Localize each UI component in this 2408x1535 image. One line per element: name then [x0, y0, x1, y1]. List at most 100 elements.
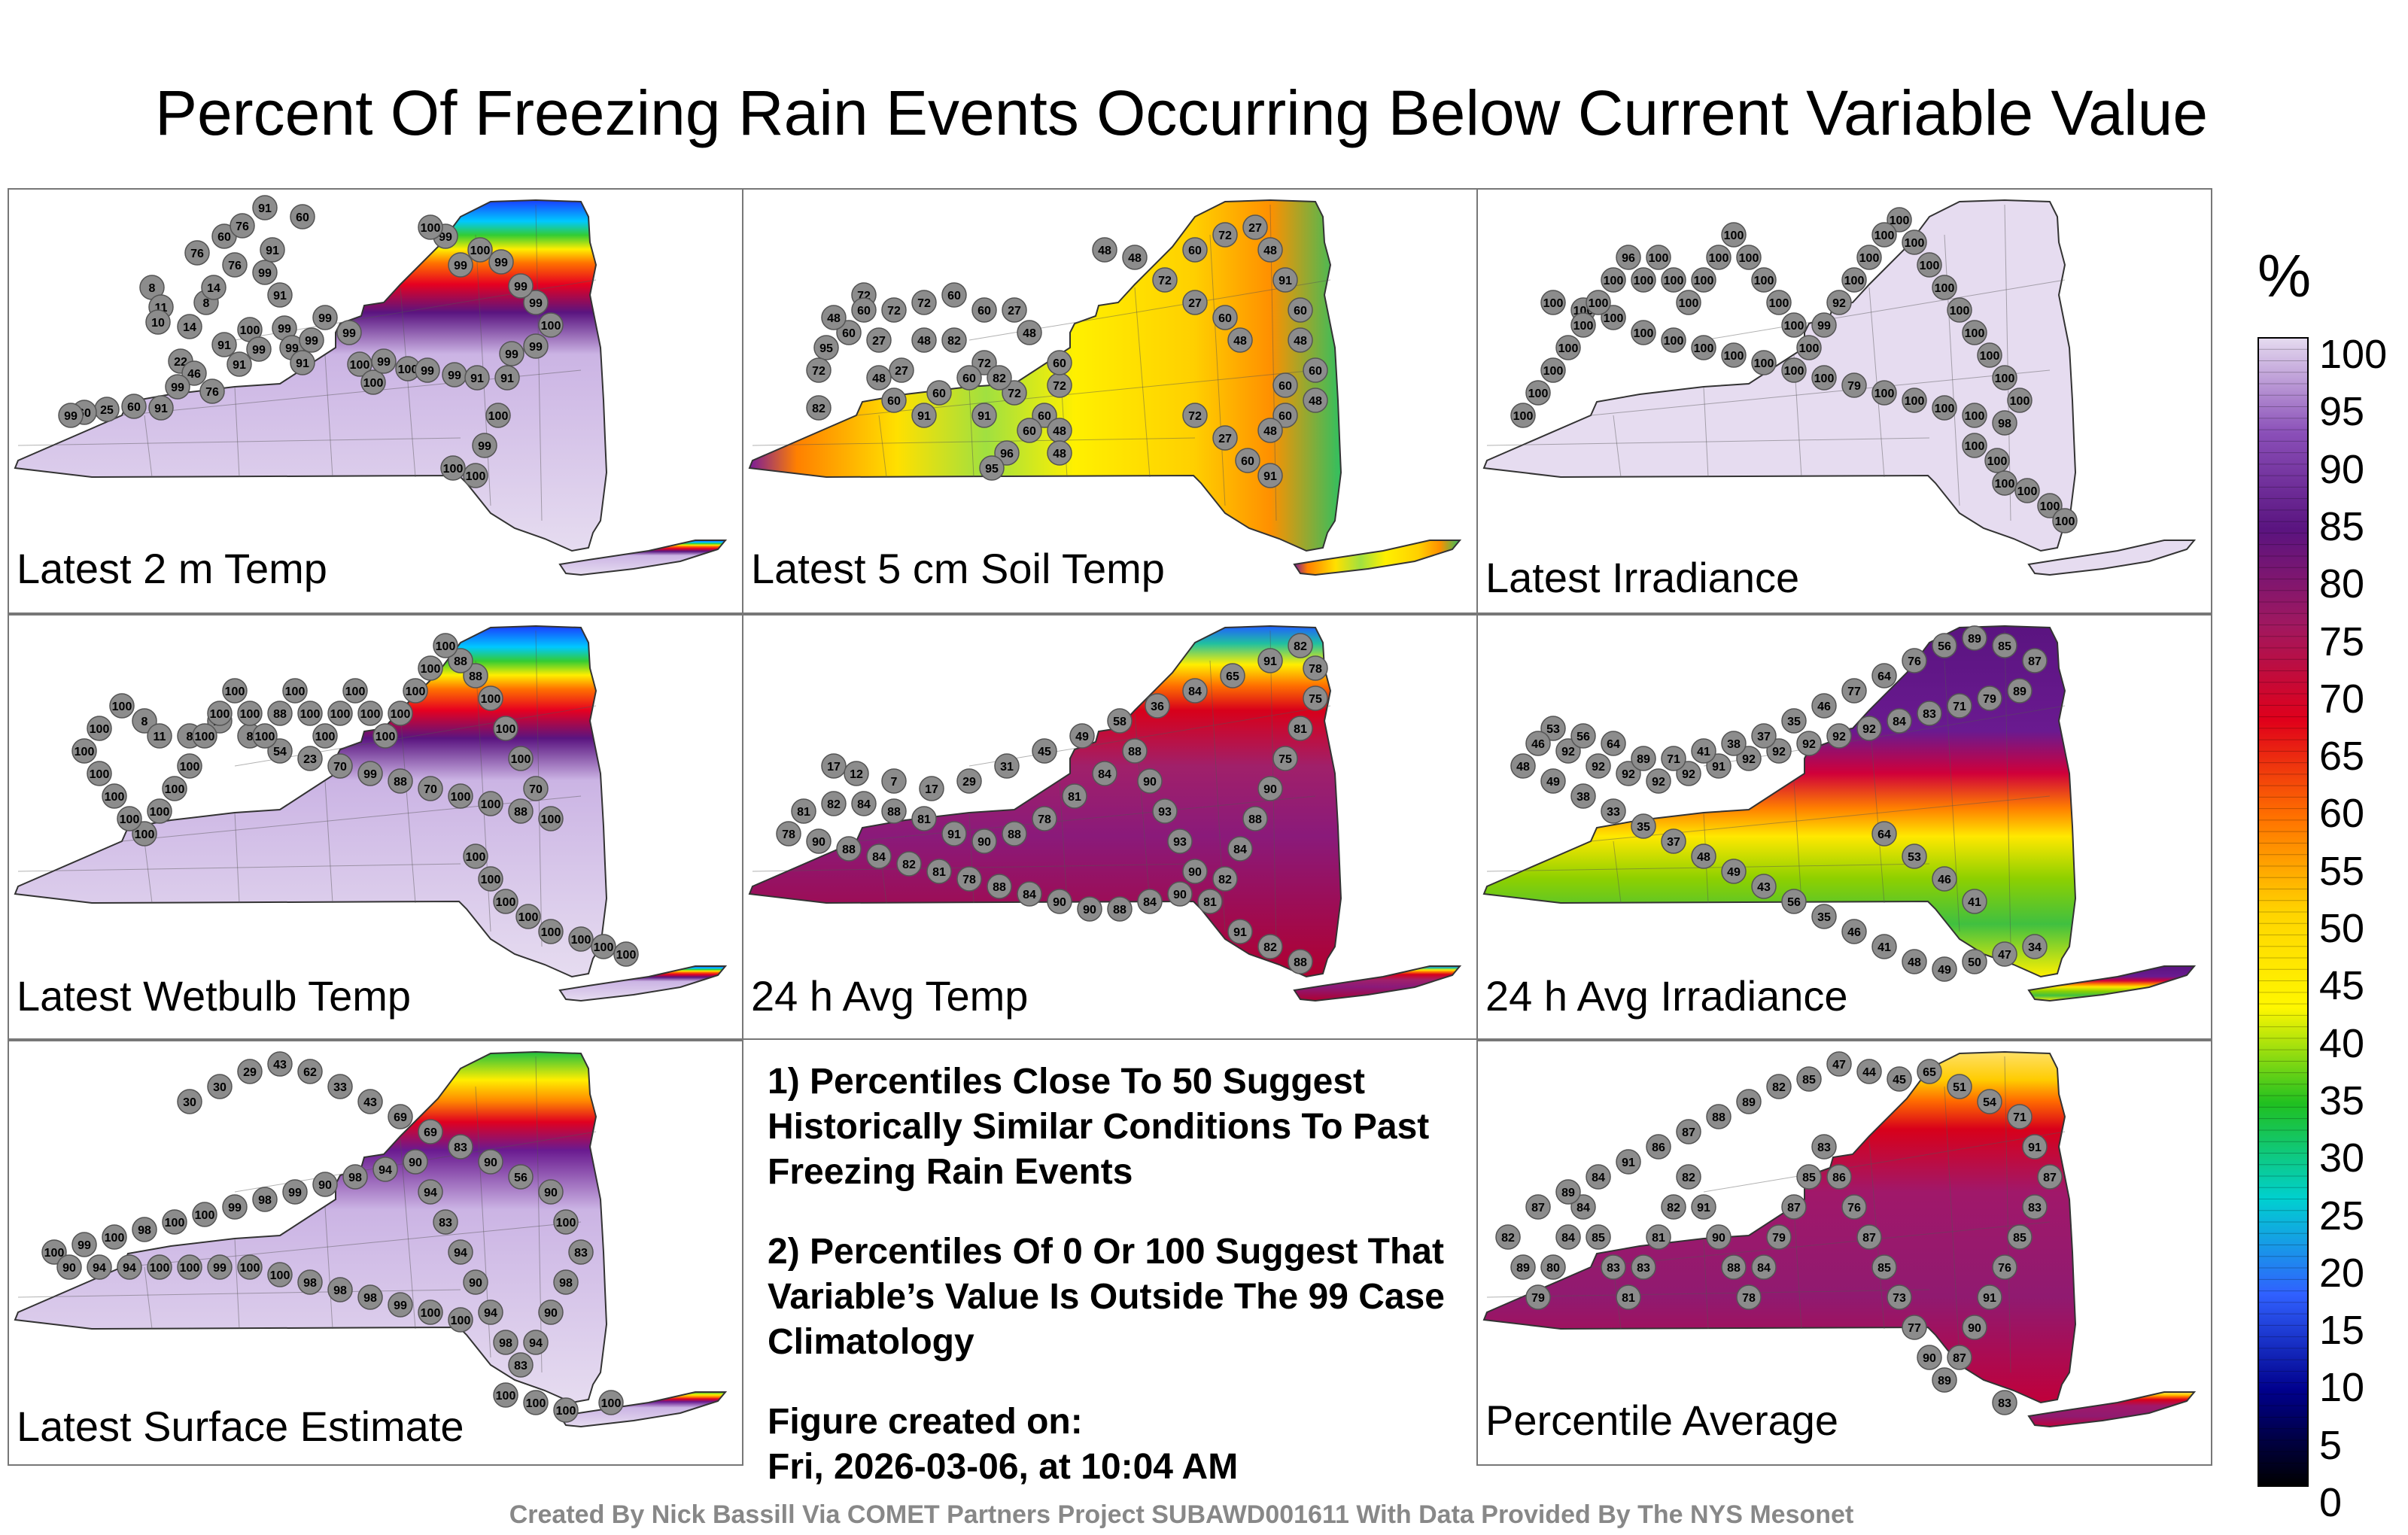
station-value: 25	[100, 404, 114, 417]
station-value: 73	[1893, 1292, 1906, 1305]
station-marker: 100	[1751, 350, 1777, 375]
station-value: 76	[190, 248, 204, 260]
station-value: 100	[363, 377, 384, 390]
station-marker: 90	[1182, 859, 1208, 884]
station-value: 100	[1905, 395, 1925, 408]
station-dot	[523, 1330, 549, 1355]
station-value: 100	[240, 708, 260, 721]
station-value: 89	[1938, 1375, 1951, 1388]
station-dot	[1601, 798, 1626, 824]
station-value: 100	[451, 1315, 471, 1327]
station-value: 89	[1637, 753, 1650, 766]
station-dot	[1962, 320, 1987, 345]
station-value: 72	[1158, 275, 1172, 287]
station-dot	[1062, 783, 1087, 809]
station-dot	[494, 365, 520, 391]
station-value: 46	[1938, 874, 1951, 886]
station-value: 56	[1787, 896, 1801, 909]
station-dot	[132, 1217, 157, 1242]
station-marker: 27	[1002, 297, 1027, 323]
station-value: 22	[174, 356, 187, 369]
station-value: 35	[1637, 821, 1650, 834]
station-dot	[493, 716, 518, 741]
station-value: 100	[165, 783, 185, 796]
station-value: 60	[1053, 357, 1066, 370]
station-dot	[192, 723, 217, 749]
station-value: 72	[1008, 388, 1021, 400]
station-dot	[1555, 335, 1581, 360]
station-dot	[336, 320, 362, 345]
station-marker: 82	[896, 851, 922, 877]
station-dot	[297, 1059, 323, 1084]
station-value: 82	[993, 372, 1006, 385]
county-boundary	[144, 1266, 153, 1330]
station-marker: 83	[448, 1134, 473, 1160]
station-value: 100	[1935, 282, 1955, 295]
station-marker: 88	[267, 701, 293, 726]
station-dot	[1570, 312, 1596, 338]
station-dot	[1962, 889, 1987, 914]
station-value: 90	[1188, 866, 1202, 879]
station-value: 86	[1652, 1141, 1665, 1154]
station-value: 100	[594, 941, 614, 954]
panel-label: Latest 5 cm Soil Temp	[751, 545, 1165, 592]
station-dot	[911, 403, 937, 428]
station-marker: 100	[1706, 245, 1732, 270]
station-value: 87	[1787, 1202, 1801, 1214]
station-value: 91	[233, 359, 246, 372]
station-value: 90	[1968, 1322, 1981, 1335]
station-dot	[987, 365, 1012, 391]
station-dot	[299, 327, 324, 353]
station-marker: 100	[568, 926, 594, 952]
station-marker: 100	[177, 753, 202, 779]
colorbar-tick-label: 10	[2319, 1365, 2365, 1411]
station-marker: 88	[1242, 806, 1268, 831]
station-dot	[1977, 685, 2002, 711]
station-value: 100	[165, 1217, 185, 1230]
station-marker: 91	[1227, 919, 1253, 944]
station-marker: 72	[971, 350, 997, 375]
station-value: 92	[1561, 746, 1575, 758]
county-boundary	[1703, 279, 2066, 341]
station-dot	[2037, 493, 2063, 518]
station-value: 48	[1023, 327, 1036, 340]
county-boundary	[1209, 234, 1226, 506]
station-value: 56	[1938, 640, 1951, 653]
station-value: 98	[363, 1292, 377, 1305]
station-dot	[1092, 237, 1117, 263]
station-value: 100	[541, 320, 561, 333]
station-dot	[1902, 229, 1927, 255]
station-dot	[1826, 1164, 1852, 1190]
station-value: 65	[1923, 1066, 1936, 1079]
station-marker: 81	[1646, 1224, 1671, 1250]
station-value: 89	[1516, 1262, 1530, 1275]
station-dot	[1766, 1074, 1792, 1099]
station-dot	[866, 327, 892, 353]
station-value: 37	[1757, 731, 1771, 743]
station-dot	[1288, 716, 1313, 741]
station-dot	[1691, 843, 1716, 869]
station-dot	[148, 395, 174, 421]
station-dot	[1751, 350, 1777, 375]
station-dot	[1706, 245, 1732, 270]
station-value: 100	[105, 1232, 125, 1245]
station-marker: 81	[1197, 889, 1223, 914]
station-value: 84	[1592, 1172, 1605, 1184]
station-marker: 38	[1721, 731, 1747, 756]
station-dot	[448, 648, 473, 673]
station-dot	[1917, 1059, 1942, 1084]
station-dot	[177, 1254, 202, 1280]
station-value: 100	[421, 1307, 441, 1320]
station-marker: 83	[1631, 1254, 1656, 1280]
colorbar-tick-label: 90	[2319, 446, 2365, 492]
station-value: 92	[1832, 731, 1846, 743]
station-value: 93	[1158, 806, 1172, 819]
county-boundary	[234, 705, 597, 767]
station-marker: 43	[357, 1089, 383, 1114]
station-dot	[493, 1330, 518, 1355]
county-boundary	[1793, 1206, 1802, 1330]
station-marker: 30	[177, 1089, 202, 1114]
station-dot	[926, 859, 952, 884]
station-dot	[1646, 245, 1671, 270]
station-marker: 35	[1811, 904, 1837, 929]
